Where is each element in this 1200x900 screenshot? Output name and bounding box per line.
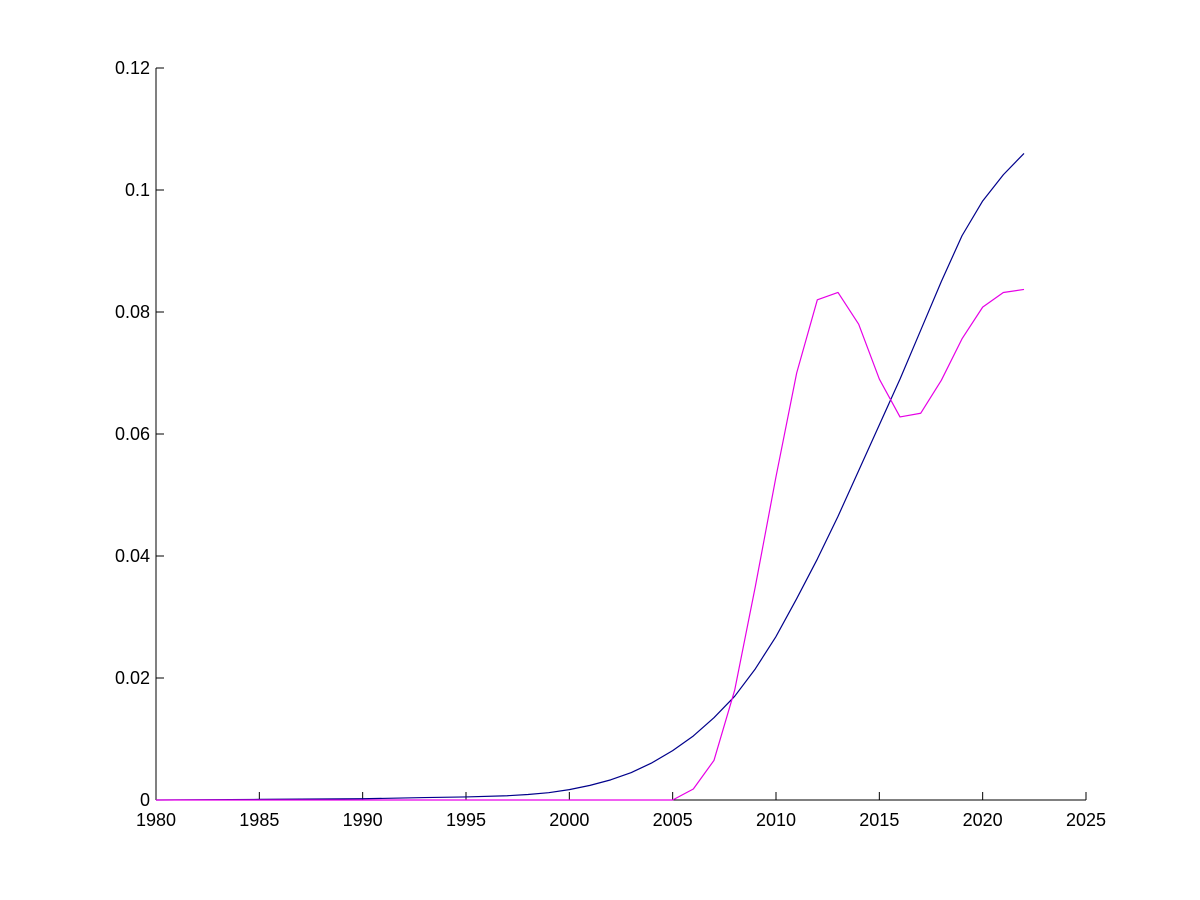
x-tick-label: 2025 bbox=[1066, 810, 1106, 830]
y-axis: 0 0.02 0.04 0.06 0.08 0.1 0.12 bbox=[115, 58, 164, 810]
x-tick-label: 2005 bbox=[653, 810, 693, 830]
x-tick-label: 2020 bbox=[963, 810, 1003, 830]
series-line-1 bbox=[155, 152, 1025, 801]
x-tick-label: 1990 bbox=[343, 810, 383, 830]
x-axis: 1980 1985 1990 1995 2000 2005 2010 2015 2020 2025 bbox=[136, 792, 1106, 830]
x-tick-label: 1995 bbox=[446, 810, 486, 830]
y-tick-label: 0.06 bbox=[115, 424, 150, 444]
x-tick-label: 2010 bbox=[756, 810, 796, 830]
series-line-2 bbox=[156, 288, 1025, 801]
x-tick-label: 2015 bbox=[859, 810, 899, 830]
y-tick-label: 0.1 bbox=[125, 180, 150, 200]
series-layer bbox=[155, 152, 1025, 801]
x-tick-label: 1980 bbox=[136, 810, 176, 830]
y-tick-label: 0.12 bbox=[115, 58, 150, 78]
y-tick-label: 0 bbox=[140, 790, 150, 810]
x-tick-label: 1985 bbox=[239, 810, 279, 830]
y-tick-label: 0.04 bbox=[115, 546, 150, 566]
y-tick-label: 0.02 bbox=[115, 668, 150, 688]
x-tick-label: 2000 bbox=[549, 810, 589, 830]
y-tick-label: 0.08 bbox=[115, 302, 150, 322]
